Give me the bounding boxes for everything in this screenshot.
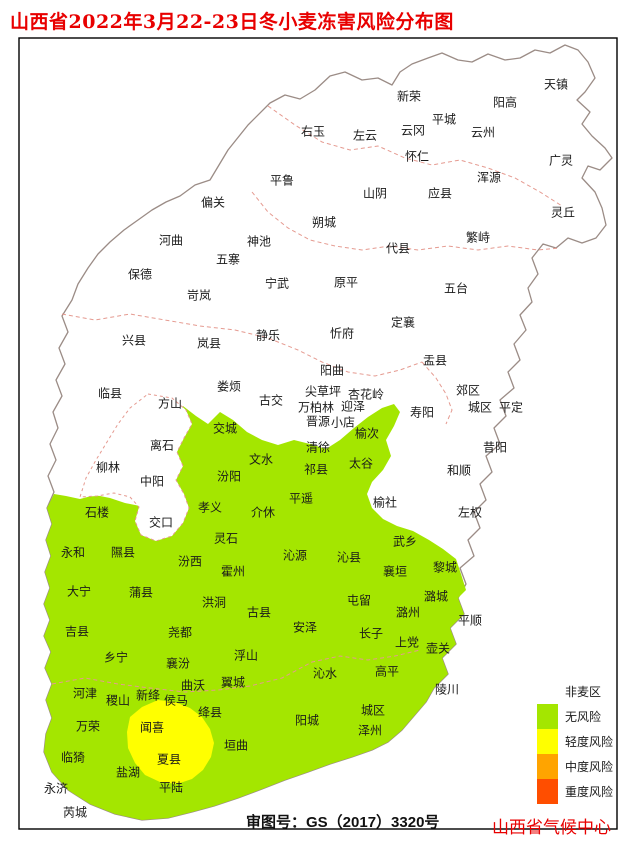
map-frame [18, 37, 618, 830]
city-boundaries [51, 105, 563, 693]
legend-item: 轻度风险 [537, 729, 613, 754]
legend: 非麦区无风险轻度风险中度风险重度风险 [537, 679, 613, 804]
map-credit: 山西省气候中心 [492, 818, 611, 838]
legend-label: 重度风险 [565, 785, 614, 799]
legend-swatch [537, 754, 558, 779]
legend-swatch [537, 779, 558, 804]
legend-swatch [537, 679, 558, 704]
legend-label: 无风险 [565, 710, 602, 724]
non-wheat-enclave [79, 393, 193, 542]
legend-item: 无风险 [537, 704, 613, 729]
legend-label: 轻度风险 [565, 735, 614, 749]
legend-label: 非麦区 [565, 685, 602, 699]
page-title: 山西省2022年3月22-23日冬小麦冻害风险分布图 [10, 11, 454, 33]
risk-region-light [127, 700, 214, 784]
legend-label: 中度风险 [565, 760, 614, 774]
legend-swatch [537, 729, 558, 754]
map-approval-number: 审图号：GS（2017）3320号 [246, 814, 440, 831]
legend-item: 中度风险 [537, 754, 613, 779]
legend-item: 非麦区 [537, 679, 613, 704]
legend-item: 重度风险 [537, 779, 613, 804]
legend-swatch [537, 704, 558, 729]
